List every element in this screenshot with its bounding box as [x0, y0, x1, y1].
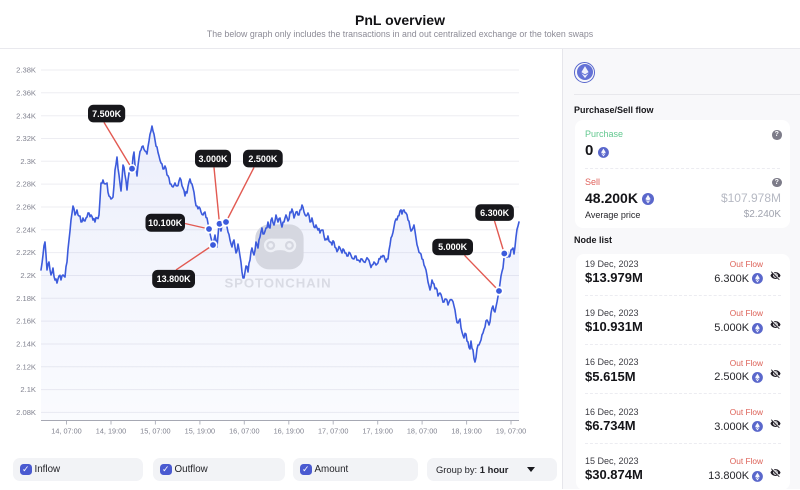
svg-text:5.000K: 5.000K [438, 242, 468, 252]
svg-text:14, 07:00: 14, 07:00 [51, 427, 81, 436]
svg-text:2.26K: 2.26K [16, 203, 36, 212]
svg-text:15, 07:00: 15, 07:00 [140, 427, 170, 436]
svg-text:18, 19:00: 18, 19:00 [451, 427, 481, 436]
svg-text:7.500K: 7.500K [92, 109, 122, 119]
svg-text:2.3K: 2.3K [20, 157, 36, 166]
svg-text:13.800K: 13.800K [157, 274, 192, 284]
svg-text:2.36K: 2.36K [16, 88, 36, 97]
svg-text:2.14K: 2.14K [16, 340, 36, 349]
svg-text:16, 07:00: 16, 07:00 [229, 427, 259, 436]
svg-text:18, 07:00: 18, 07:00 [407, 427, 437, 436]
svg-text:2.500K: 2.500K [248, 154, 278, 164]
svg-text:17, 19:00: 17, 19:00 [362, 427, 392, 436]
svg-text:6.300K: 6.300K [480, 208, 510, 218]
svg-text:2.24K: 2.24K [16, 225, 36, 234]
svg-text:2.18K: 2.18K [16, 294, 36, 303]
svg-text:2.12K: 2.12K [16, 362, 36, 371]
svg-text:SPOTONCHAIN: SPOTONCHAIN [224, 276, 331, 291]
svg-text:14, 19:00: 14, 19:00 [96, 427, 126, 436]
svg-text:2.28K: 2.28K [16, 180, 36, 189]
svg-text:19, 07:00: 19, 07:00 [496, 427, 526, 436]
svg-text:2.1K: 2.1K [20, 385, 36, 394]
svg-text:2.16K: 2.16K [16, 317, 36, 326]
svg-text:2.08K: 2.08K [16, 408, 36, 417]
svg-text:3.000K: 3.000K [198, 154, 228, 164]
svg-text:10.100K: 10.100K [148, 218, 183, 228]
svg-text:2.34K: 2.34K [16, 111, 36, 120]
svg-text:15, 19:00: 15, 19:00 [185, 427, 215, 436]
svg-text:2.2K: 2.2K [20, 271, 36, 280]
svg-text:2.22K: 2.22K [16, 248, 36, 257]
svg-text:16, 19:00: 16, 19:00 [274, 427, 304, 436]
svg-text:17, 07:00: 17, 07:00 [318, 427, 348, 436]
svg-text:2.32K: 2.32K [16, 134, 36, 143]
svg-text:2.38K: 2.38K [16, 66, 36, 75]
